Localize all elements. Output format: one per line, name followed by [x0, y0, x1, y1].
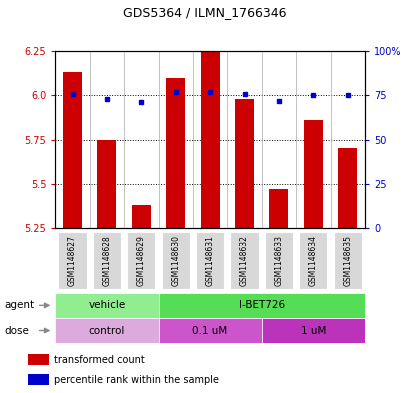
FancyBboxPatch shape [299, 232, 327, 289]
FancyBboxPatch shape [230, 232, 258, 289]
Text: agent: agent [4, 300, 34, 310]
Text: GSM1148628: GSM1148628 [102, 235, 111, 286]
FancyBboxPatch shape [161, 232, 189, 289]
Bar [158, 293, 364, 318]
Text: dose: dose [4, 325, 29, 336]
Text: 1 uM: 1 uM [300, 325, 325, 336]
Bar [261, 318, 364, 343]
FancyBboxPatch shape [333, 232, 361, 289]
Bar [166, 78, 185, 228]
Text: GSM1148635: GSM1148635 [342, 235, 351, 286]
Text: vehicle: vehicle [88, 300, 125, 310]
Text: transformed count: transformed count [54, 355, 145, 365]
Bar [28, 374, 49, 385]
Text: GSM1148627: GSM1148627 [68, 235, 77, 286]
Bar [269, 189, 288, 228]
Text: I-BET726: I-BET726 [238, 300, 284, 310]
FancyBboxPatch shape [196, 232, 224, 289]
FancyBboxPatch shape [58, 232, 86, 289]
Text: GDS5364 / ILMN_1766346: GDS5364 / ILMN_1766346 [123, 6, 286, 19]
Bar [97, 140, 116, 228]
Bar [337, 148, 356, 228]
Bar [303, 120, 322, 228]
FancyBboxPatch shape [127, 232, 155, 289]
Bar [55, 318, 158, 343]
Text: GSM1148633: GSM1148633 [274, 235, 283, 286]
Text: GSM1148630: GSM1148630 [171, 235, 180, 286]
Text: 0.1 uM: 0.1 uM [192, 325, 227, 336]
Bar [63, 72, 82, 228]
Bar [200, 51, 219, 228]
FancyBboxPatch shape [92, 232, 121, 289]
Text: GSM1148634: GSM1148634 [308, 235, 317, 286]
Bar [28, 354, 49, 365]
Bar [234, 99, 253, 228]
Text: GSM1148631: GSM1148631 [205, 235, 214, 286]
Text: control: control [88, 325, 125, 336]
Bar [158, 318, 261, 343]
Text: percentile rank within the sample: percentile rank within the sample [54, 375, 219, 385]
Text: GSM1148632: GSM1148632 [239, 235, 248, 286]
Bar [132, 205, 151, 228]
Bar [55, 293, 158, 318]
FancyBboxPatch shape [264, 232, 292, 289]
Text: GSM1148629: GSM1148629 [137, 235, 146, 286]
